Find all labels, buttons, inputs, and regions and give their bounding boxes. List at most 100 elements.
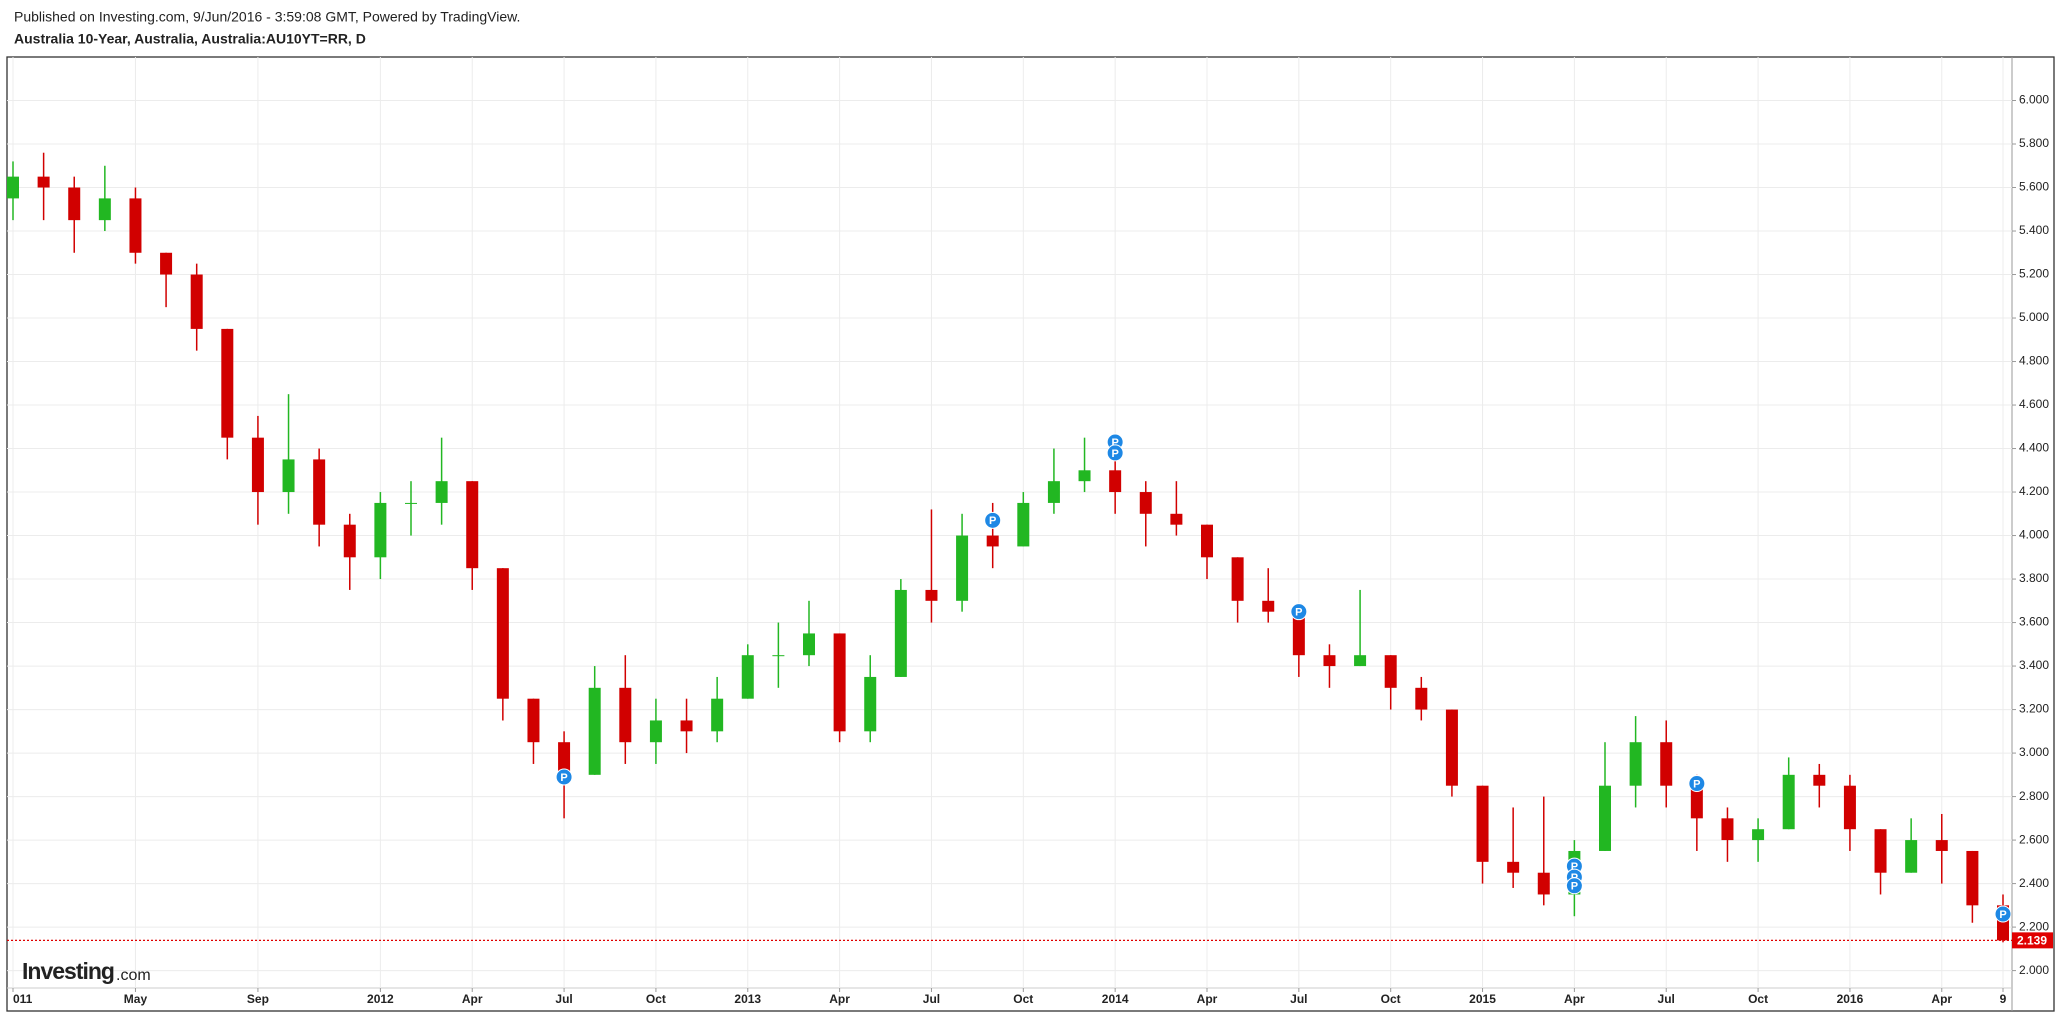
candle-body — [1507, 861, 1520, 873]
candle-body — [129, 198, 142, 253]
logo-name: Investing — [22, 958, 114, 984]
candle-body — [37, 176, 50, 188]
marker-label: P — [1571, 861, 1578, 873]
candle-body — [435, 481, 448, 503]
candle-body — [282, 459, 295, 493]
y-tick-label: 4.000 — [2019, 528, 2049, 542]
marker-label: P — [1295, 607, 1302, 619]
candle-body — [1874, 829, 1887, 873]
marker-pin — [1994, 905, 2012, 923]
y-tick-label: 5.400 — [2019, 223, 2049, 237]
y-tick-label: 3.000 — [2019, 745, 2049, 759]
x-tick-label: Apr — [1931, 992, 1952, 1006]
candle-body — [1660, 742, 1673, 786]
y-tick-label: 3.600 — [2019, 615, 2049, 629]
x-tick-label: 2013 — [734, 992, 761, 1006]
candle-body — [1721, 818, 1734, 841]
marker-label: P — [1571, 881, 1578, 893]
candle-body — [925, 589, 938, 601]
y-tick-label: 5.000 — [2019, 310, 2049, 324]
candle-body — [1476, 785, 1489, 862]
x-tick-label: Jul — [555, 992, 572, 1006]
y-tick-label: 2.200 — [2019, 919, 2049, 933]
candle-body — [588, 687, 601, 775]
candle-body — [1935, 840, 1948, 851]
candle-body — [1445, 709, 1458, 786]
candle-body — [496, 568, 509, 699]
logo-suffix: .com — [116, 967, 151, 984]
y-tick-label: 3.200 — [2019, 702, 2049, 716]
marker-label: P — [560, 772, 567, 784]
candle-body — [68, 187, 81, 221]
candle-body — [313, 459, 326, 525]
candle-body — [1782, 774, 1795, 830]
y-tick-label: 5.200 — [2019, 267, 2049, 281]
candle-body — [1537, 872, 1550, 895]
x-tick-label: Jul — [923, 992, 940, 1006]
candle-body — [1109, 470, 1122, 493]
x-tick-label: 2014 — [1102, 992, 1129, 1006]
last-price-box — [2012, 932, 2053, 949]
x-tick-label: 011 — [13, 992, 33, 1006]
candle-body — [1813, 774, 1826, 786]
candles — [7, 152, 2009, 943]
y-tick-label: 4.600 — [2019, 397, 2049, 411]
y-tick-label: 2.600 — [2019, 832, 2049, 846]
candle-body — [956, 535, 969, 601]
marker-label: P — [1693, 778, 1700, 790]
x-tick-label: Apr — [462, 992, 483, 1006]
candle-body — [711, 698, 724, 732]
candle-body — [1323, 655, 1336, 667]
chart-frame — [6, 56, 2055, 1012]
marker-pin — [1688, 775, 1706, 793]
y-tick-label: 5.800 — [2019, 136, 2049, 150]
last-price-label: 2.139 — [2017, 934, 2047, 948]
y-tick-label: 3.400 — [2019, 658, 2049, 672]
published-line: Published on Investing.com, 9/Jun/2016 -… — [14, 9, 520, 25]
candle-body — [680, 720, 693, 732]
marker-pin — [984, 511, 1002, 529]
candle-body — [1415, 687, 1428, 710]
candle-body — [772, 655, 785, 657]
candle-body — [7, 176, 19, 199]
y-tick-label: 2.800 — [2019, 789, 2049, 803]
x-tick-label: Apr — [829, 992, 850, 1006]
candle-body — [1354, 655, 1367, 667]
marker-label: P — [989, 515, 996, 527]
candle-body — [986, 535, 999, 547]
x-tick-label: Jul — [1658, 992, 1675, 1006]
candle-body — [466, 481, 479, 569]
x-tick-label: May — [124, 992, 148, 1006]
y-tick-label: 2.400 — [2019, 876, 2049, 890]
candle-body — [527, 698, 540, 743]
candle-body — [1843, 785, 1856, 830]
candle-body — [190, 274, 203, 329]
candle-body — [1262, 600, 1275, 612]
x-tick-label: Oct — [1381, 992, 1401, 1006]
y-tick-label: 5.600 — [2019, 180, 2049, 194]
candle-body — [343, 524, 356, 558]
candle-body — [558, 742, 571, 775]
candle-body — [1292, 611, 1305, 656]
candle-body — [221, 328, 234, 438]
candle-body — [833, 633, 846, 732]
x-tick-label: Oct — [1748, 992, 1768, 1006]
y-tick-label: 4.400 — [2019, 441, 2049, 455]
marker-label: P — [1111, 437, 1118, 449]
y-tick-label: 4.800 — [2019, 354, 2049, 368]
candle-body — [1905, 840, 1918, 873]
y-tick-label: 2.000 — [2019, 963, 2049, 977]
candle-body — [98, 198, 111, 221]
candle-body — [1047, 481, 1060, 503]
x-tick-label: Apr — [1564, 992, 1585, 1006]
candle-body — [251, 437, 264, 493]
candle-body — [1201, 524, 1213, 558]
x-tick-label: Oct — [646, 992, 666, 1006]
candle-body — [1599, 785, 1611, 851]
overlay: 2.139PPPPPPPPPP — [7, 433, 2053, 949]
marker-pin — [1106, 444, 1124, 462]
x-tick-label: Sep — [247, 992, 269, 1006]
x-tick-label: Jul — [1290, 992, 1307, 1006]
candle-body — [374, 502, 387, 558]
